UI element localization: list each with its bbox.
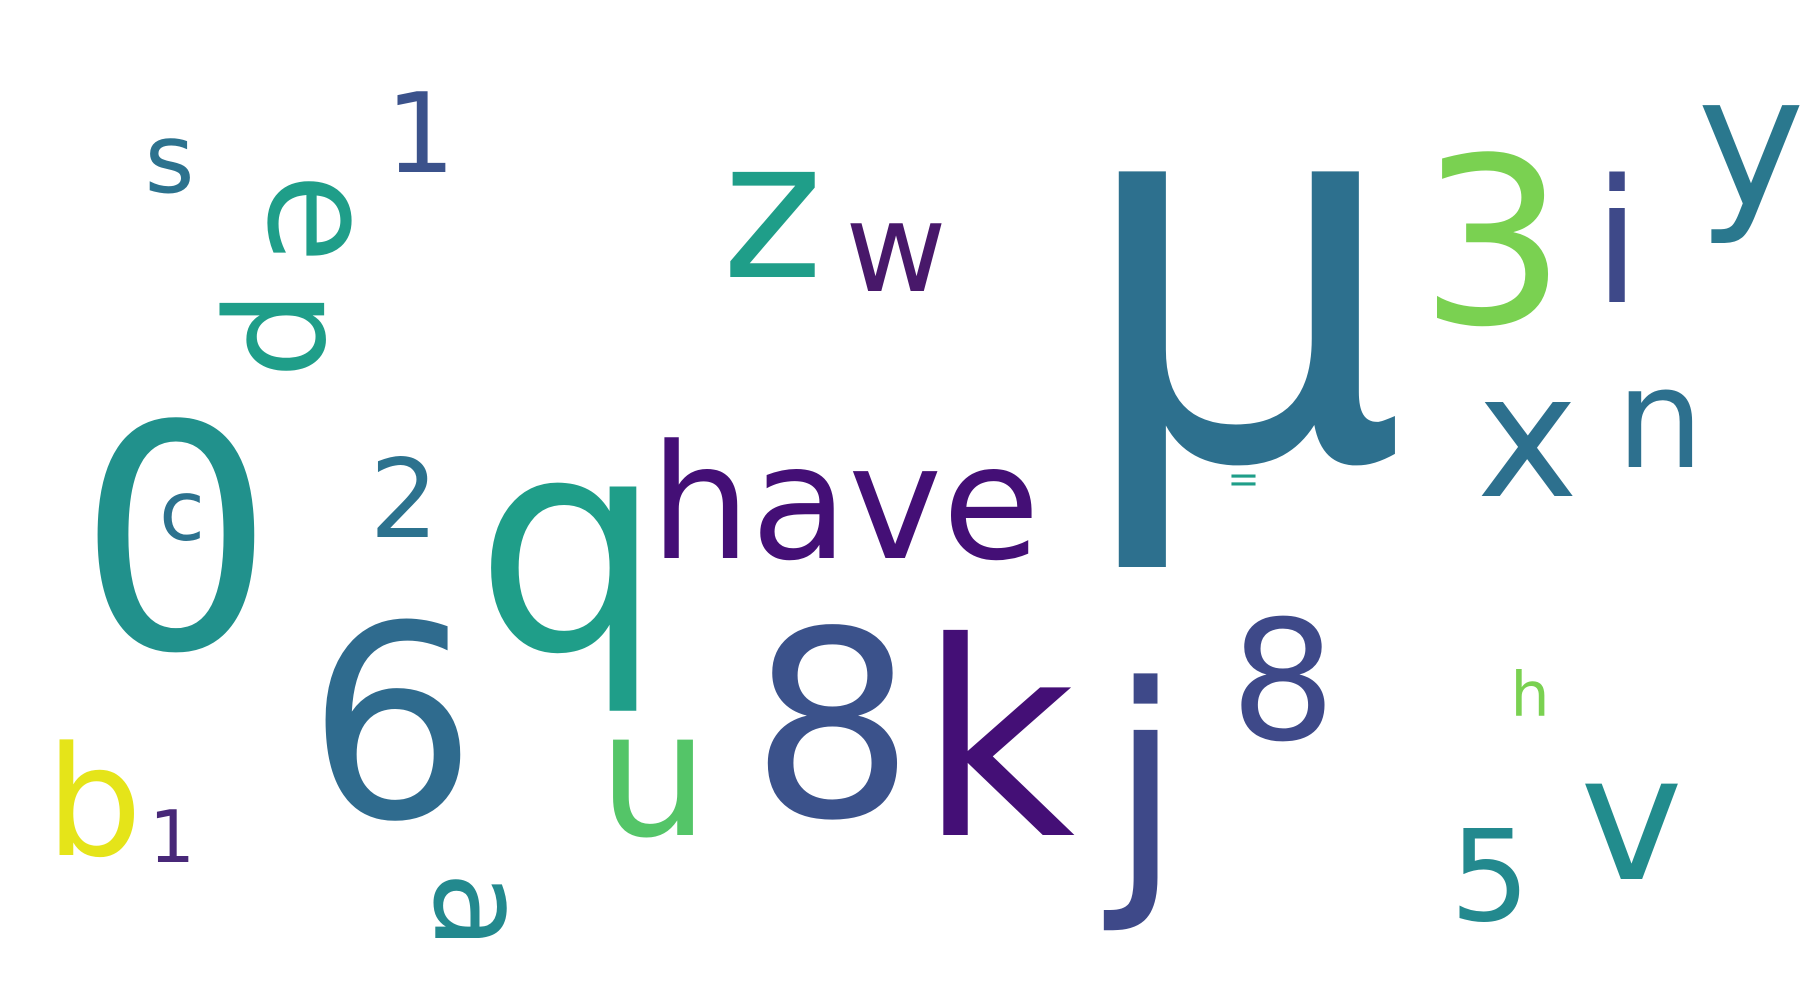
word-z: z xyxy=(722,99,823,323)
word-6: 6 xyxy=(306,570,478,882)
word-n: n xyxy=(1616,337,1704,500)
word-k: k xyxy=(918,583,1076,899)
word-c: c xyxy=(159,462,205,560)
word-i: i xyxy=(1593,143,1641,344)
word-1-small: 1 xyxy=(149,795,195,880)
word-j: j xyxy=(1108,628,1183,938)
word-2: 2 xyxy=(369,435,439,563)
word-p: p xyxy=(215,289,378,378)
word-mu: μ xyxy=(1074,0,1408,583)
word-e: e xyxy=(234,173,406,264)
word-8-large: 8 xyxy=(750,576,915,878)
word-8-small: 8 xyxy=(1230,585,1336,779)
word-h: h xyxy=(1510,658,1550,731)
word-x: x xyxy=(1476,337,1579,538)
word-a: a xyxy=(404,872,553,950)
word-w: w xyxy=(845,177,947,322)
word-have: have xyxy=(649,410,1041,596)
word-y: y xyxy=(1696,36,1800,250)
word-u: u xyxy=(598,673,709,877)
word-b: b xyxy=(45,713,143,891)
word-q: q xyxy=(474,374,664,721)
word-v: v xyxy=(1579,717,1684,921)
word-5: 5 xyxy=(1449,802,1531,950)
word-s: s xyxy=(144,103,195,216)
word-equals: = xyxy=(1227,456,1260,502)
word-3: 3 xyxy=(1419,107,1567,378)
word-1-large: 1 xyxy=(385,70,456,199)
word-0: 0 xyxy=(77,359,275,722)
